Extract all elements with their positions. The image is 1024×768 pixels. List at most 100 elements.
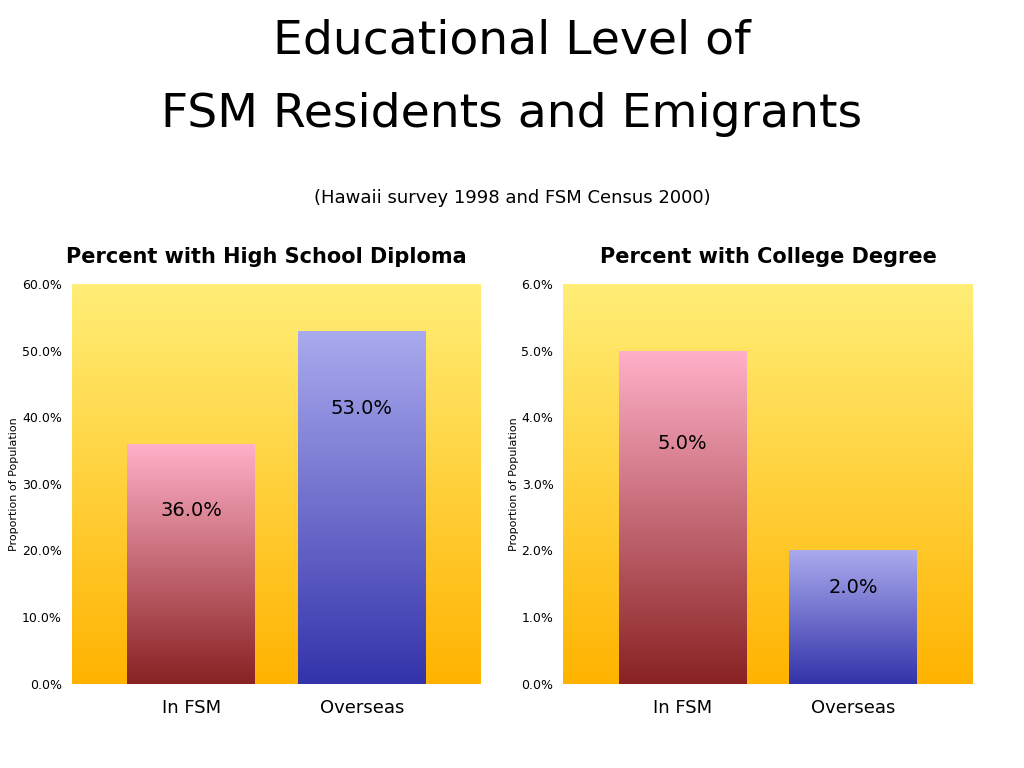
Bar	[618, 467, 746, 468]
Bar	[298, 546, 426, 547]
Bar	[72, 638, 481, 640]
Bar	[618, 627, 746, 628]
Bar	[563, 537, 973, 538]
Bar	[127, 502, 255, 503]
Bar	[563, 292, 973, 293]
Bar	[618, 434, 746, 435]
Bar	[563, 340, 973, 342]
Bar	[127, 555, 255, 556]
Bar	[298, 595, 426, 597]
Bar	[127, 668, 255, 669]
Bar	[127, 672, 255, 673]
Bar	[72, 346, 481, 348]
Bar	[563, 489, 973, 491]
Bar	[563, 437, 973, 439]
Bar	[563, 631, 973, 633]
Bar	[298, 493, 426, 494]
Bar	[72, 653, 481, 654]
Bar	[127, 452, 255, 453]
Bar	[618, 477, 746, 478]
Bar	[563, 329, 973, 331]
Bar	[563, 497, 973, 498]
Bar	[72, 566, 481, 568]
Bar	[618, 598, 746, 599]
Bar	[72, 311, 481, 312]
Bar	[298, 664, 426, 665]
Bar	[127, 666, 255, 667]
Bar	[127, 580, 255, 581]
Bar	[563, 389, 973, 391]
Bar	[127, 446, 255, 447]
Bar	[298, 566, 426, 567]
Bar	[563, 477, 973, 478]
Bar	[72, 585, 481, 586]
Bar	[127, 566, 255, 567]
Bar	[127, 579, 255, 580]
Bar	[72, 296, 481, 297]
Bar	[563, 431, 973, 432]
Bar	[127, 643, 255, 644]
Bar	[127, 528, 255, 529]
Bar	[298, 544, 426, 545]
Bar	[127, 524, 255, 525]
Bar	[127, 631, 255, 632]
Bar	[618, 677, 746, 678]
Bar	[127, 641, 255, 642]
Bar	[618, 581, 746, 583]
Bar	[127, 547, 255, 548]
Bar	[563, 324, 973, 326]
Bar	[127, 551, 255, 552]
Bar	[298, 486, 426, 487]
Bar	[618, 375, 746, 376]
Bar	[618, 646, 746, 647]
Bar	[298, 354, 426, 356]
Bar	[618, 389, 746, 391]
Bar	[563, 674, 973, 676]
Bar	[298, 513, 426, 515]
Bar	[563, 680, 973, 681]
Bar	[618, 431, 746, 432]
Bar	[563, 458, 973, 460]
Bar	[563, 360, 973, 362]
Bar	[298, 447, 426, 449]
Bar	[298, 617, 426, 619]
Bar	[298, 421, 426, 422]
Bar	[618, 612, 746, 614]
Bar	[563, 598, 973, 600]
Bar	[298, 635, 426, 637]
Bar	[127, 516, 255, 517]
Bar	[127, 653, 255, 654]
Bar	[563, 526, 973, 528]
Bar	[127, 500, 255, 501]
Bar	[618, 468, 746, 469]
Bar	[618, 652, 746, 654]
Bar	[563, 546, 973, 548]
Bar	[563, 478, 973, 480]
Bar	[563, 299, 973, 300]
Bar	[72, 473, 481, 475]
Bar	[127, 590, 255, 591]
Bar	[298, 606, 426, 607]
Bar	[298, 429, 426, 431]
Bar	[618, 424, 746, 425]
Bar	[618, 504, 746, 505]
Bar	[563, 332, 973, 333]
Bar	[563, 391, 973, 392]
Bar	[298, 648, 426, 650]
Bar	[563, 533, 973, 535]
Bar	[618, 511, 746, 513]
Bar	[563, 670, 973, 671]
Bar	[563, 506, 973, 508]
Bar	[298, 460, 426, 462]
Bar	[127, 625, 255, 626]
Bar	[563, 671, 973, 673]
Bar	[127, 491, 255, 492]
Bar	[127, 484, 255, 485]
Bar	[618, 506, 746, 507]
Bar	[72, 331, 481, 332]
Bar	[127, 531, 255, 532]
Bar	[127, 453, 255, 455]
Bar	[72, 404, 481, 406]
Bar	[298, 518, 426, 519]
Bar	[127, 676, 255, 677]
